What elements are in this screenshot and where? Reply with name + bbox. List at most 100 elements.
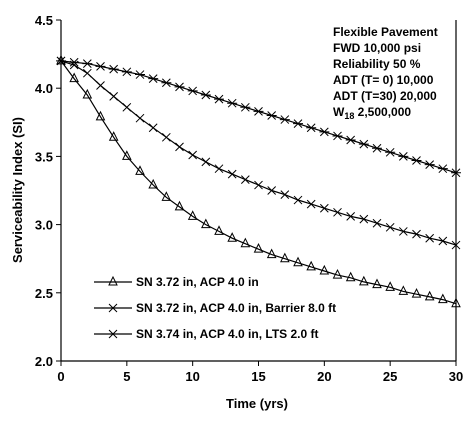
data-point (148, 74, 159, 84)
legend-marker (108, 329, 118, 339)
data-point (254, 180, 263, 190)
data-point (122, 102, 132, 112)
data-point (200, 90, 211, 100)
data-point (359, 214, 369, 224)
data-point (187, 210, 198, 220)
x-tick-label: 15 (251, 369, 265, 384)
data-point (161, 78, 172, 88)
data-point (214, 164, 224, 174)
data-point (56, 56, 66, 66)
data-point (253, 243, 264, 253)
y-tick-label: 4.0 (35, 81, 53, 96)
data-point (332, 131, 343, 141)
legend-item: SN 3.72 in, ACP 4.0 in (94, 275, 259, 289)
legend-label: SN 3.74 in, ACP 4.0 in, LTS 2.0 ft (136, 327, 319, 341)
data-point (121, 67, 132, 77)
legend-item: SN 3.72 in, ACP 4.0 in, Barrier 8.0 ft (94, 301, 336, 315)
data-point (201, 218, 211, 229)
annotation-line: Flexible Pavement (333, 25, 438, 39)
data-point (82, 59, 93, 69)
axes: 2.0 2.5 3.0 3.5 4.0 4.5 0 5 10 15 20 25 30 (35, 13, 463, 384)
annotation-subscript: 18 (344, 111, 354, 121)
data-point (306, 199, 316, 209)
annotation-line: W18 2,500,000 (333, 105, 411, 121)
data-point (385, 222, 395, 232)
data-point (95, 62, 106, 71)
data-point (240, 175, 250, 184)
data-point (385, 281, 395, 291)
data-point (293, 195, 303, 205)
data-point (161, 132, 171, 142)
data-point (425, 233, 435, 243)
data-point (135, 113, 145, 123)
series-3 (56, 56, 461, 178)
data-point (122, 150, 132, 160)
data-point (240, 102, 251, 112)
data-point (385, 147, 396, 157)
data-point (108, 131, 119, 141)
annotation-box: Flexible Pavement FWD 10,000 psi Reliabili… (333, 25, 438, 121)
data-point (95, 110, 106, 121)
y-tick-label: 2.0 (35, 354, 53, 369)
legend: SN 3.72 in, ACP 4.0 in SN 3.72 in, ACP 4.… (94, 275, 336, 341)
data-point (451, 168, 461, 178)
data-point (372, 143, 382, 153)
x-tick-label: 25 (383, 369, 397, 384)
y-tick-label: 4.5 (35, 13, 53, 28)
x-tick-label: 20 (317, 369, 331, 384)
data-point (109, 92, 119, 101)
data-point (372, 218, 382, 228)
data-point (56, 54, 66, 65)
data-point (201, 157, 211, 167)
data-point (332, 268, 343, 279)
legend-item: SN 3.74 in, ACP 4.0 in, LTS 2.0 ft (94, 327, 319, 341)
legend-label: SN 3.72 in, ACP 4.0 in, Barrier 8.0 ft (136, 301, 336, 315)
data-point (108, 64, 119, 74)
data-point (279, 115, 290, 124)
data-point (174, 200, 185, 211)
data-point (412, 229, 421, 239)
annotation-value: 2,500,000 (354, 105, 411, 119)
data-point (96, 81, 105, 90)
data-point (398, 227, 408, 236)
legend-marker (108, 275, 118, 286)
data-point (358, 139, 369, 149)
data-point (424, 160, 435, 169)
series-line (60, 60, 457, 305)
legend-label: SN 3.72 in, ACP 4.0 in (136, 275, 259, 289)
y-tick-label: 3.5 (35, 149, 53, 164)
data-point (333, 207, 342, 217)
data-point (438, 293, 448, 304)
data-point (293, 256, 303, 267)
data-point (306, 260, 316, 271)
data-point (451, 240, 461, 250)
data-point (214, 225, 224, 235)
data-point (188, 150, 198, 160)
x-axis-title: Time (yrs) (226, 396, 288, 411)
data-point (398, 285, 409, 295)
data-point (345, 135, 356, 145)
series-layer (56, 54, 461, 308)
data-point (266, 111, 277, 120)
x-tick-label: 5 (123, 369, 130, 384)
data-point (267, 186, 277, 195)
data-point (161, 191, 172, 201)
data-point (306, 123, 317, 133)
series-2 (56, 56, 461, 250)
data-point (372, 278, 382, 289)
annotation-line: FWD 10,000 psi (333, 41, 421, 55)
data-point (424, 290, 435, 301)
data-point (148, 123, 158, 133)
data-point (69, 72, 79, 83)
data-point (227, 232, 237, 242)
data-point (438, 236, 448, 246)
data-point (280, 190, 290, 199)
data-point (227, 169, 237, 179)
data-point (437, 164, 448, 174)
data-point (175, 142, 184, 152)
data-point (69, 57, 80, 67)
data-point (82, 88, 93, 99)
data-point (451, 297, 461, 308)
annotation-line: ADT (T=30) 20,000 (333, 89, 437, 103)
data-point (319, 264, 330, 275)
